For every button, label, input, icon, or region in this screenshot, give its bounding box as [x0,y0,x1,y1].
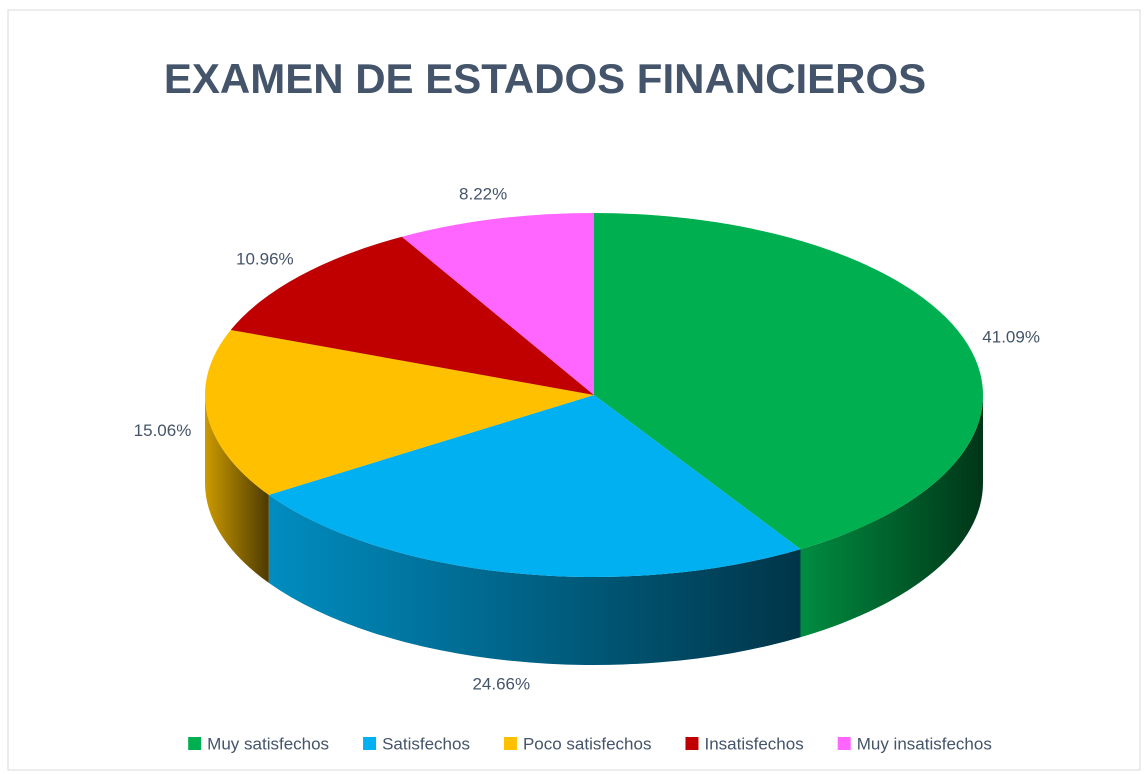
chart-title: EXAMEN DE ESTADOS FINANCIEROS [164,55,926,102]
data-label: 41.09% [982,327,1040,346]
slice [594,213,984,550]
slice [268,395,801,578]
legend-swatch [685,737,699,750]
data-label: 15.06% [134,421,192,440]
slice [205,329,595,495]
legend-label: Satisfechos [382,734,470,753]
legend-swatch [188,737,202,750]
data-label: 24.66% [472,675,530,694]
data-label: 10.96% [236,250,294,269]
legend-label: Muy satisfechos [207,734,329,753]
legend-label: Insatisfechos [704,734,803,753]
slice-side [205,395,269,583]
slice-side [800,395,983,638]
slice [401,213,594,395]
slice [230,236,594,395]
legend-label: Muy insatisfechos [857,734,992,753]
legend-swatch [363,737,377,750]
data-label: 8.22% [459,184,507,203]
legend-swatch [503,737,517,750]
slice-side [268,494,801,666]
legend-label: Poco satisfechos [523,734,652,753]
legend-swatch [837,737,851,750]
